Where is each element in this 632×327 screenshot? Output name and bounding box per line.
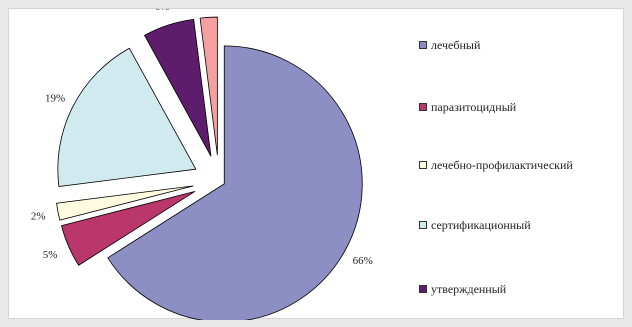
legend-entry-antiparasitic: паразитоцидный: [419, 99, 619, 116]
legend-label: лечебно-профилактический: [431, 158, 573, 172]
legend-label: паразитоцидный: [431, 100, 517, 114]
legend-label: лечебный: [431, 38, 481, 52]
slice-percent-label: 6%: [155, 9, 170, 13]
slice-approved: [143, 18, 212, 157]
legend-entry-certification: сертификационный: [419, 217, 619, 234]
slice-percent-label: 66%: [353, 255, 373, 267]
pie-chart: 66%5%2%19%6%2%: [31, 9, 373, 320]
legend-entry-approved: утвержденный: [419, 281, 619, 298]
slice-certification: [57, 47, 197, 187]
legend-swatch: [419, 221, 427, 229]
slice-percent-label: 2%: [31, 210, 46, 222]
legend-entry-treatment: лечебный: [419, 37, 619, 54]
legend-entry-treatment-prophylactic: лечебно-профилактический: [419, 157, 599, 174]
legend-swatch: [419, 41, 427, 49]
legend-label: сертификационный: [431, 218, 531, 232]
legend-swatch: [419, 285, 427, 293]
slice-treatment-prophylactic: [56, 185, 194, 221]
legend-swatch: [419, 103, 427, 111]
chart-area: 66%5%2%19%6%2% лечебный паразитоцидный л…: [8, 8, 624, 320]
slice-other: [199, 16, 218, 156]
slice-antiparasitic: [60, 190, 196, 266]
slice-treatment: [107, 45, 363, 320]
legend-swatch: [419, 161, 427, 169]
legend-label: утвержденный: [431, 282, 507, 296]
slice-percent-label: 5%: [43, 249, 58, 261]
slice-percent-label: 19%: [45, 92, 65, 104]
